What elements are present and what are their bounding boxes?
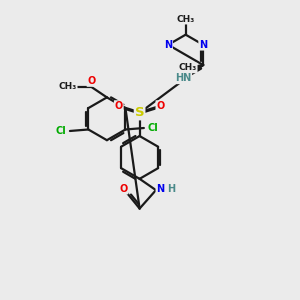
Text: CH₃: CH₃ (176, 15, 195, 24)
Text: O: O (87, 76, 96, 86)
Text: Cl: Cl (56, 126, 66, 136)
Text: O: O (119, 184, 128, 194)
Text: HN: HN (175, 74, 191, 83)
Text: CH₃: CH₃ (178, 64, 197, 73)
Text: S: S (135, 106, 144, 119)
Text: O: O (156, 101, 164, 111)
Text: Cl: Cl (147, 123, 158, 133)
Text: H: H (167, 184, 175, 194)
Text: N: N (164, 40, 172, 50)
Text: N: N (199, 40, 207, 50)
Text: N: N (156, 184, 164, 194)
Text: O: O (115, 101, 123, 111)
Text: CH₃: CH₃ (58, 82, 77, 91)
